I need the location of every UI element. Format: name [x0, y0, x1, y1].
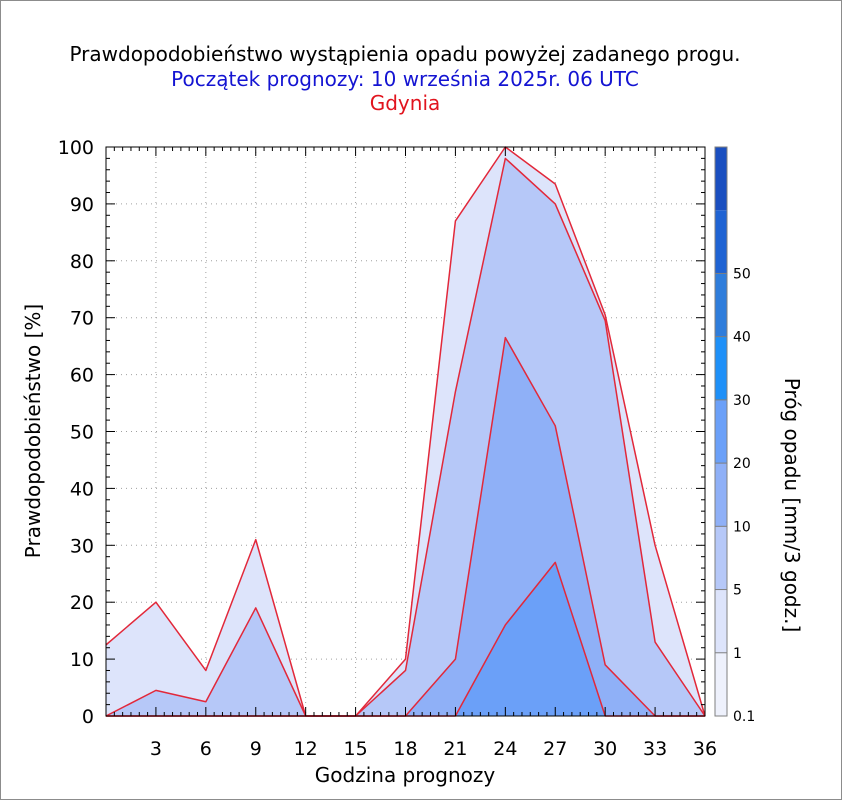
y-tick-label: 50: [70, 422, 94, 444]
outline-threshold-0-1: [105, 146, 706, 717]
colorbar-segment: [715, 463, 727, 527]
x-axis-label: Godzina prognozy: [315, 763, 496, 787]
colorbar-segment: [715, 210, 727, 274]
colorbar-segment: [715, 652, 727, 716]
colorbar-tick-label: 40: [733, 330, 751, 346]
x-tick-label: 30: [593, 738, 617, 760]
probability-areas: [106, 147, 705, 716]
y-tick-label: 10: [70, 649, 94, 671]
y-tick-label: 40: [70, 478, 94, 500]
colorbar-label: Próg opadu [mm/3 godz.]: [780, 378, 804, 633]
colorbar-segment: [715, 336, 727, 400]
x-tick-label: 33: [643, 738, 667, 760]
x-tick-label: 6: [200, 738, 212, 760]
colorbar-segment: [715, 526, 727, 590]
y-tick-label: 80: [70, 251, 94, 273]
colorbar-tick-label: 10: [733, 519, 751, 535]
area-threshold-10: [106, 562, 705, 716]
chart-location: Gdynia: [370, 91, 441, 115]
x-tick-label: 21: [443, 738, 467, 760]
chart-subtitle: Początek prognozy: 10 września 2025r. 06…: [171, 67, 639, 91]
colorbar-tick-label: 30: [733, 393, 751, 409]
colorbar-segment: [715, 147, 727, 211]
y-ticks: 0 10 20 30 40 50 60 70 80 90 100: [58, 137, 705, 728]
colorbar-segment: [715, 273, 727, 337]
colorbar-tick-label: 50: [733, 266, 751, 282]
x-tick-label: 27: [543, 738, 567, 760]
y-tick-label: 30: [70, 535, 94, 557]
y-tick-label: 90: [70, 194, 94, 216]
y-tick-label: 0: [82, 706, 94, 728]
y-axis-label: Prawdopodobieństwo [%]: [21, 304, 45, 558]
x-tick-label: 9: [250, 738, 262, 760]
x-tick-label: 3: [150, 738, 162, 760]
colorbar-segment: [715, 399, 727, 464]
outline-threshold-1: [105, 157, 706, 717]
colorbar-tick-label: 20: [733, 456, 751, 472]
y-tick-label: 60: [70, 365, 94, 387]
y-tick-label: 100: [58, 137, 94, 159]
colorbar-ticks: 0.1 1 5 10 20 30 40 50: [715, 266, 755, 725]
x-tick-label: 36: [693, 738, 717, 760]
chart-title: Prawdopodobieństwo wystąpienia opadu pow…: [69, 42, 740, 66]
y-tick-label: 70: [70, 308, 94, 330]
x-tick-label: 15: [343, 738, 367, 760]
x-ticks: 3 6 9 12 15 18 21 24 27 30 33 36: [105, 147, 717, 760]
x-tick-label: 18: [393, 738, 417, 760]
colorbar-segment: [715, 589, 727, 653]
x-tick-label: 12: [294, 738, 318, 760]
y-tick-label: 20: [70, 592, 94, 614]
colorbar-tick-label: 5: [733, 583, 742, 599]
colorbar-tick-label: 0.1: [733, 709, 755, 725]
colorbar-tick-label: 1: [733, 646, 742, 662]
x-tick-label: 24: [493, 738, 517, 760]
colorbar: [714, 146, 728, 717]
